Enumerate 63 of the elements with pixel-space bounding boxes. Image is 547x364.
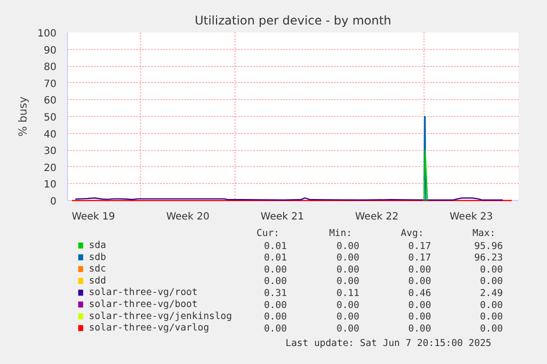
text: 0.00: [408, 276, 432, 288]
text: 0.00: [336, 264, 360, 276]
text: 2.49: [480, 288, 504, 299]
text: 0.00: [480, 323, 504, 334]
text: 0.00: [264, 300, 288, 311]
text: 0.00: [336, 252, 360, 264]
y-axis-title: % busy: [16, 96, 30, 137]
legend-label: solar-three-vg/root: [88, 287, 198, 298]
x-tick-label: Week 21: [260, 212, 304, 222]
text: 0.17: [408, 252, 432, 264]
text: 0.01: [264, 252, 288, 264]
x-tick-label: Week 22: [355, 212, 398, 222]
legend-label: solar-three-vg/boot: [88, 299, 198, 310]
text: 0.00: [264, 264, 288, 276]
y-tick-label: 50: [44, 112, 57, 124]
text: 0.01: [264, 240, 288, 252]
text: 0.00: [480, 300, 504, 311]
legend-label: sdd: [88, 275, 106, 286]
text: Avg:: [400, 228, 424, 239]
y-tick-label: 60: [44, 96, 57, 107]
text: 0.00: [336, 300, 360, 311]
text: 0.11: [336, 288, 360, 299]
x-tick-label: Week 19: [72, 212, 116, 222]
text: 0.00: [336, 276, 360, 288]
y-tick-label: 90: [44, 45, 57, 56]
text: 0.00: [336, 323, 360, 334]
y-tick-label: 100: [37, 28, 57, 40]
text: 0.00: [264, 323, 288, 334]
text: 0.00: [336, 312, 360, 323]
text: 0.00: [480, 276, 504, 288]
text: 0.00: [336, 240, 360, 252]
y-tick-label: 20: [44, 162, 57, 174]
y-tick-label: 30: [44, 146, 57, 158]
text: 0.00: [408, 300, 432, 311]
text: 0.00: [408, 264, 432, 276]
text: 0.00: [480, 312, 504, 323]
legend-label: solar-three-vg/varlog: [88, 322, 210, 334]
chart-title: Utilization per device - by month: [194, 14, 392, 28]
text: Min:: [329, 228, 352, 239]
legend-label: sdb: [88, 252, 106, 263]
y-tick-label: 0: [50, 196, 57, 208]
text: 95.96: [474, 240, 504, 252]
text: 0.00: [408, 312, 432, 323]
y-tick-label: 80: [44, 62, 57, 74]
y-tick-label: 40: [44, 129, 57, 140]
text: 96.23: [474, 252, 503, 264]
x-tick-label: Week 23: [450, 212, 493, 222]
text: Last update: Sat Jun 7 20:15:00 2025: [285, 338, 492, 349]
text: Max:: [472, 228, 496, 239]
text: 0.31: [264, 288, 288, 299]
text: 0.17: [408, 240, 432, 252]
text: 0.00: [264, 276, 288, 288]
x-tick-label: Week 20: [166, 212, 210, 222]
text: 0.00: [264, 312, 288, 323]
text: 0.00: [480, 264, 504, 276]
legend-label: solar-three-vg/jenkinslog: [88, 310, 232, 322]
y-tick-label: 70: [44, 78, 57, 90]
text: 0.46: [408, 288, 432, 299]
y-tick-label: 10: [44, 180, 57, 191]
legend-label: sda: [88, 240, 106, 251]
text: 0.00: [408, 323, 432, 334]
text: Cur:: [256, 228, 280, 239]
legend-label: sdc: [88, 264, 106, 275]
